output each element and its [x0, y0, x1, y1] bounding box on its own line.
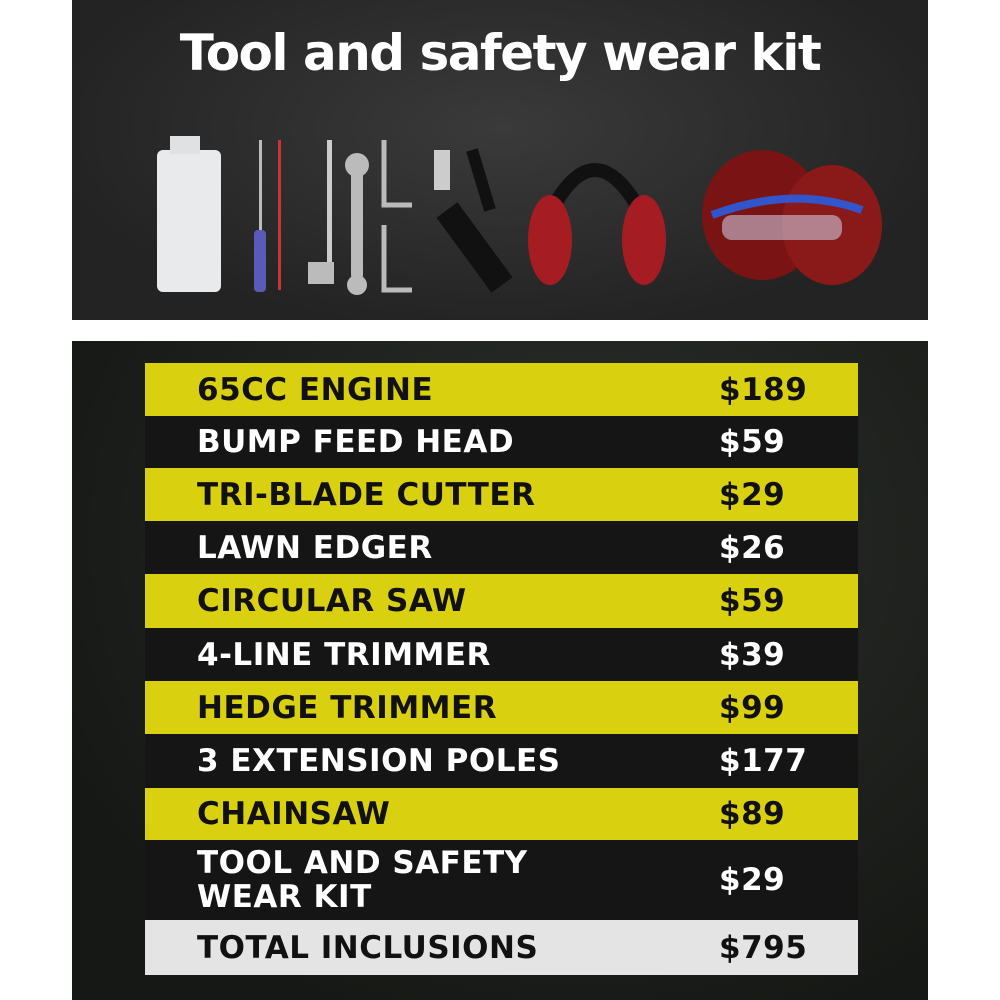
price-row: 4-LINE TRIMMER $39: [145, 628, 858, 681]
item-price: $29: [719, 476, 786, 513]
item-label: TRI-BLADE CUTTER: [197, 476, 536, 513]
price-row: BUMP FEED HEAD $59: [145, 416, 858, 468]
item-label: TOOL AND SAFETY WEAR KIT: [197, 845, 528, 915]
file-icon: [278, 140, 281, 290]
price-row: TOOL AND SAFETY WEAR KIT $29: [145, 840, 858, 920]
item-price: $177: [719, 743, 808, 779]
kit-illustration: [157, 136, 882, 295]
item-price: $59: [719, 424, 786, 460]
spark-plug-wrench-icon: [308, 140, 334, 284]
price-row: 3 EXTENSION POLES $177: [145, 734, 858, 788]
item-label: CHAINSAW: [197, 796, 391, 832]
hex-key-icon: [381, 140, 412, 293]
total-label: TOTAL INCLUSIONS: [197, 929, 539, 966]
item-price: $99: [719, 689, 786, 726]
price-row: TRI-BLADE CUTTER $29: [145, 468, 858, 521]
item-label: LAWN EDGER: [197, 529, 433, 566]
item-label: 4-LINE TRIMMER: [197, 636, 491, 673]
item-label: BUMP FEED HEAD: [197, 424, 515, 460]
price-row: CHAINSAW $89: [145, 788, 858, 840]
item-label: HEDGE TRIMMER: [197, 689, 498, 726]
page-title: Tool and safety wear kit: [179, 24, 822, 82]
price-row: LAWN EDGER $26: [145, 521, 858, 574]
shoulder-strap-icon: [434, 148, 513, 293]
item-label: 3 EXTENSION POLES: [197, 743, 561, 779]
item-label: 65CC ENGINE: [197, 371, 434, 408]
item-label: CIRCULAR SAW: [197, 583, 467, 619]
item-price: $26: [719, 529, 786, 566]
item-price: $189: [719, 371, 808, 408]
total-row: TOTAL INCLUSIONS $795: [145, 920, 858, 975]
item-price: $39: [719, 636, 786, 673]
item-price: $29: [719, 862, 786, 898]
screwdriver-icon: [254, 140, 266, 292]
total-price: $795: [719, 929, 808, 966]
ear-muffs-icon: [528, 163, 666, 285]
price-row: HEDGE TRIMMER $99: [145, 681, 858, 734]
kit-panel: Tool and safety wear kit: [72, 0, 928, 320]
item-price: $89: [719, 796, 786, 832]
safety-glasses-gloves-icon: [702, 150, 882, 285]
spanner-icon: [345, 153, 369, 295]
oil-bottle-icon: [157, 136, 221, 292]
price-row: 65CC ENGINE $189: [145, 363, 858, 416]
price-row: CIRCULAR SAW $59: [145, 574, 858, 628]
item-price: $59: [719, 583, 786, 619]
